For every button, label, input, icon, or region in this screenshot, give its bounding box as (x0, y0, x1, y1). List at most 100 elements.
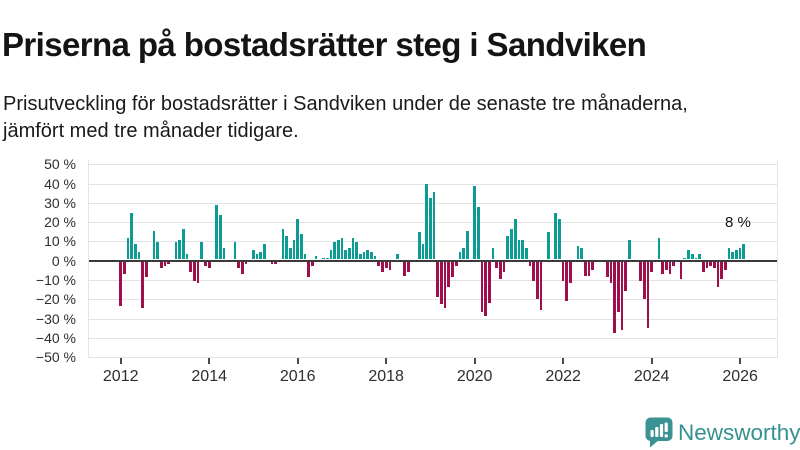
bar-positive (425, 184, 429, 260)
bar-positive (134, 244, 137, 260)
bar-negative (207, 262, 211, 268)
bar-negative (123, 262, 126, 274)
bar-negative (447, 262, 451, 288)
bar-negative (381, 262, 384, 272)
bar-negative (646, 262, 650, 328)
bar-negative (591, 262, 594, 270)
bar-negative (193, 262, 196, 282)
x-axis-tick (208, 357, 211, 364)
bar-positive (366, 249, 370, 260)
bar-positive (465, 230, 469, 260)
gridline (88, 183, 777, 185)
bar-positive (344, 249, 347, 260)
bar-positive (233, 242, 237, 260)
x-axis-label: 2022 (545, 368, 581, 385)
gridline (88, 222, 777, 224)
y-axis-label: 40 % (44, 175, 76, 192)
bar-positive (156, 242, 159, 260)
y-axis-label: −30 % (35, 310, 76, 327)
x-axis-tick (296, 357, 299, 364)
bar-negative (196, 262, 200, 284)
gridline (88, 337, 777, 339)
bar-negative (701, 262, 705, 272)
bar-negative (709, 262, 712, 266)
bar-positive (727, 247, 731, 260)
bar-positive (215, 205, 218, 260)
bar-negative (377, 262, 381, 266)
last-value-annotation: 8 % (725, 214, 751, 231)
bar-positive (417, 232, 421, 260)
bar-negative (620, 262, 624, 330)
chart-subtitle: Prisutveckling för bostadsrätter i Sandv… (3, 93, 688, 142)
bar-positive (462, 247, 465, 260)
newsworthy-bar-chart-icon (645, 417, 673, 448)
bar-negative (617, 262, 620, 313)
bar-negative (569, 262, 572, 284)
bar-positive (263, 244, 266, 260)
bar-negative (565, 262, 569, 301)
bar-negative (668, 262, 672, 274)
bar-negative (495, 262, 499, 268)
bar-positive (281, 228, 285, 260)
gridline (88, 280, 777, 282)
bar-negative (679, 262, 683, 280)
bar-negative (539, 262, 543, 311)
y-axis-label: −10 % (35, 272, 76, 289)
bar-positive (742, 244, 746, 260)
x-axis-label: 2012 (102, 368, 139, 385)
bar-positive (355, 242, 358, 260)
bar-positive (554, 213, 558, 260)
bar-positive (185, 253, 189, 260)
bar-positive (370, 251, 373, 260)
bar-negative (609, 262, 613, 284)
y-axis-label: 50 % (44, 156, 76, 173)
bar-positive (510, 228, 513, 260)
bar-negative (307, 262, 311, 278)
x-axis-tick (119, 357, 122, 364)
y-axis-label: −50 % (35, 349, 76, 366)
bar-positive (200, 242, 204, 260)
bar-positive (690, 253, 694, 260)
plot-border-left (88, 160, 89, 358)
page-title: Priserna på bostadsrätter steg i Sandvik… (2, 26, 647, 64)
bar-positive (300, 234, 303, 260)
bar-positive (687, 249, 690, 260)
y-axis-label: −40 % (35, 329, 76, 346)
bar-positive (694, 257, 698, 260)
bar-positive (296, 218, 299, 260)
bar-positive (698, 253, 701, 260)
bar-positive (580, 247, 583, 260)
bar-negative (639, 262, 642, 282)
gridline (88, 241, 777, 243)
zero-line (88, 259, 777, 262)
bar-negative (672, 262, 676, 266)
bar-negative (403, 262, 406, 276)
bar-negative (583, 262, 587, 276)
gridline (88, 357, 777, 359)
bar-positive (174, 242, 178, 260)
bar-negative (311, 262, 314, 266)
bar-positive (222, 247, 226, 260)
bar-negative (189, 262, 193, 272)
y-axis-label: 10 % (44, 233, 76, 250)
bar-negative (274, 262, 277, 264)
x-axis-label: 2026 (722, 368, 758, 385)
bar-negative (167, 262, 170, 264)
bar-positive (657, 238, 661, 260)
bar-positive (558, 218, 561, 260)
bar-negative (528, 262, 532, 266)
y-axis-label: 20 % (44, 214, 76, 231)
x-axis-tick (385, 357, 388, 364)
bar-positive (547, 232, 550, 260)
plot-border-right (777, 160, 778, 358)
bar-positive (347, 247, 351, 260)
bar-negative (204, 262, 207, 266)
bar-negative (163, 262, 167, 266)
bar-negative (720, 262, 724, 280)
bar-positive (524, 247, 528, 260)
bar-positive (362, 251, 366, 260)
bar-positive (506, 236, 510, 260)
bar-positive (182, 228, 185, 260)
bar-negative (443, 262, 447, 309)
bar-positive (735, 249, 738, 260)
